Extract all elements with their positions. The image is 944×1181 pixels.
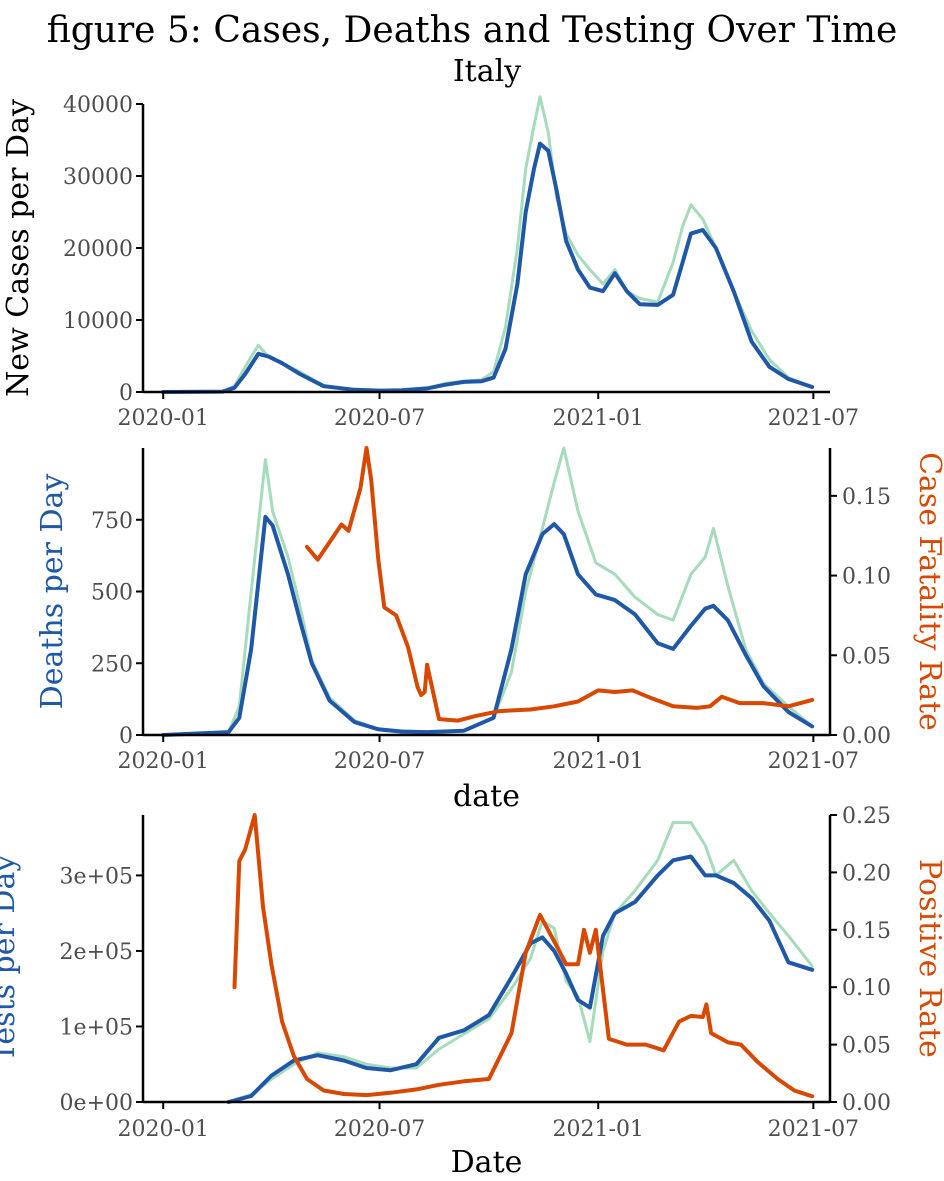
deaths-y-right-tick-label: 0.15 [842,485,891,510]
tests-y-axis-title: Tests per Day [0,855,22,1063]
tests-y-right-tick-label: 0.15 [842,919,891,944]
tests-x-tick-label: 2021-07 [768,1117,859,1142]
cases-y-tick-label: 40000 [63,93,133,118]
deaths-x-tick-label: 2020-01 [117,749,208,774]
tests-y-right-tick-label: 0.05 [842,1034,891,1059]
tests-y-tick-label: 3e+05 [60,864,133,889]
tests-x-tick-label: 2020-01 [117,1117,208,1142]
tests-x-tick-label: 2020-07 [334,1117,425,1142]
cases-y-tick-label: 0 [119,381,133,406]
cases-y-tick-label: 10000 [63,309,133,334]
deaths-x-tick-label: 2020-07 [334,749,425,774]
tests-x-tick-label: 2021-01 [553,1117,644,1142]
cases-x-tick-label: 2021-07 [768,406,859,431]
figure-subtitle: Italy [453,54,521,89]
tests-y-tick-label: 1e+05 [60,1015,133,1040]
tests-smooth-line [226,854,815,1104]
deaths-y-right-tick-label: 0.10 [842,565,891,590]
deaths-raw-line [161,446,814,737]
tests-rate-line [232,813,815,1099]
deaths-x-tick-label: 2021-01 [553,749,644,774]
cases-x-tick-label: 2020-07 [334,406,425,431]
deaths-smooth-line [161,514,815,737]
deaths-panel: 2020-01 2020-07 2021-01 2021-07 0 250 500 750 0.… [35,446,944,814]
cases-panel: 2020-01 2020-07 2021-01 2021-07 0 10000 20000 3… [1,93,859,431]
tests-y-right-tick-label: 0.00 [842,1091,891,1116]
tests-y-right-axis-title: Positive Rate [912,859,944,1058]
deaths-rate-line [305,446,815,723]
cases-x-tick-label: 2021-01 [553,406,644,431]
cases-y-axis-title: New Cases per Day [1,99,36,397]
deaths-x-axis-title: date [453,779,520,814]
deaths-y-axis-title: Deaths per Day [35,474,70,710]
tests-y-tick-label: 2e+05 [60,940,133,965]
tests-y-tick-label: 0e+00 [60,1091,133,1116]
deaths-y-right-axis-title: Case Fatality Rate [912,452,944,731]
tests-y-right-tick-label: 0.20 [842,861,891,886]
deaths-y-tick-label: 750 [91,509,133,534]
cases-smooth-line [161,141,815,394]
figure-title: figure 5: Cases, Deaths and Testing Over… [47,10,898,51]
tests-y-right-tick-label: 0.10 [842,976,891,1001]
deaths-y-right-tick-label: 0.00 [842,724,891,749]
deaths-x-tick-label: 2021-07 [768,749,859,774]
deaths-y-right-tick-label: 0.05 [842,644,891,669]
tests-x-axis-title: Date [451,1145,523,1180]
tests-y-right-tick-label: 0.25 [842,804,891,829]
cases-x-tick-label: 2020-01 [117,406,208,431]
cases-y-tick-label: 30000 [63,165,133,190]
deaths-y-tick-label: 500 [91,581,133,606]
deaths-y-tick-label: 0 [119,724,133,749]
cases-y-tick-label: 20000 [63,237,133,262]
tests-panel: 2020-01 2020-07 2021-01 2021-07 0e+00 1e+05 2e… [0,804,944,1180]
deaths-y-tick-label: 250 [91,652,133,677]
